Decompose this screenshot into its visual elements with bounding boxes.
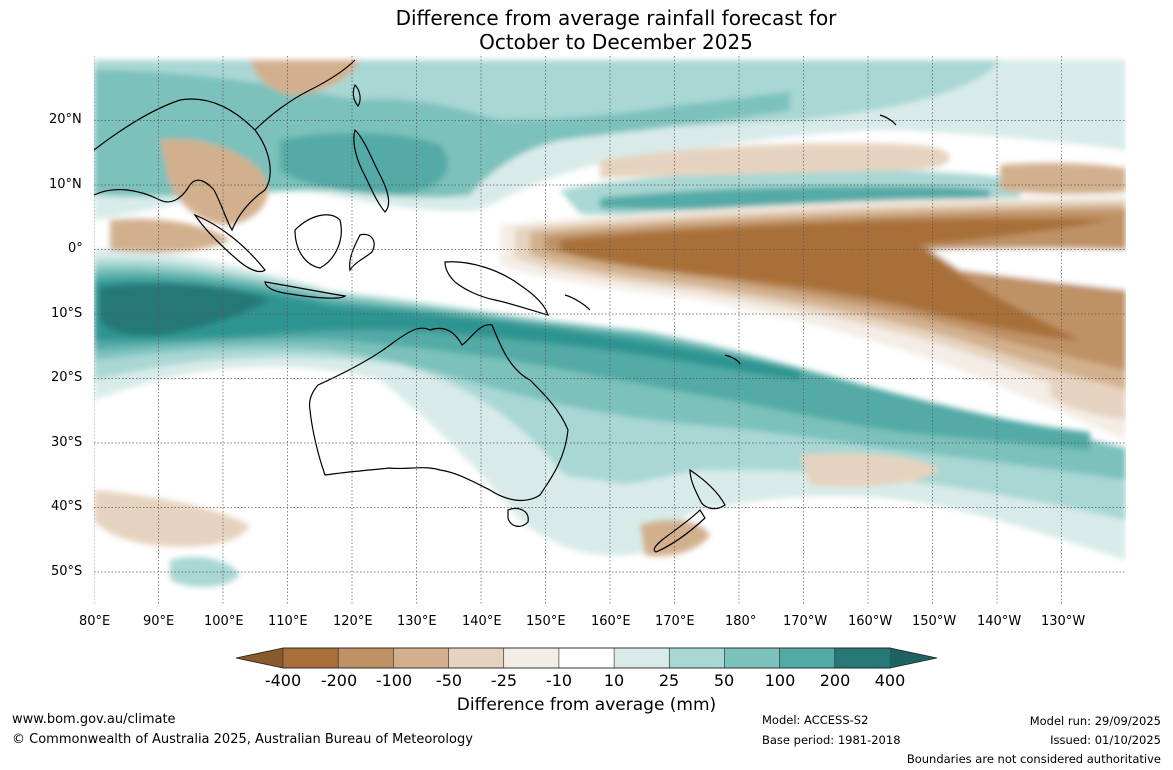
dry-asia [160, 139, 269, 225]
lon-label: 100°E [204, 614, 244, 629]
colorbar-tick: 100 [764, 671, 796, 690]
colorbar-title: Difference from average (mm) [456, 695, 717, 715]
anomaly-field [94, 56, 1126, 604]
colorbar-segment [337, 647, 395, 669]
lat-label: 10°N [49, 177, 82, 192]
boundaries-note: Boundaries are not considered authoritat… [906, 752, 1161, 766]
lon-label: 180° [725, 614, 757, 629]
website-link[interactable]: www.bom.gov.au/climate [12, 712, 176, 727]
lat-label: 40°S [51, 499, 83, 514]
lon-label: 170°W [783, 614, 828, 629]
dry-tongue-core [560, 218, 1110, 340]
lon-label: 160°W [848, 614, 893, 629]
borneo-coast [294, 214, 342, 269]
wet-north-100 [280, 133, 448, 195]
java-coast [264, 281, 347, 299]
colorbar-segment [393, 647, 450, 669]
colorbar-tick: 200 [819, 671, 851, 690]
lat-label: 20°N [49, 112, 82, 127]
colorbar-segment [668, 647, 726, 669]
taiwan-coast [352, 83, 361, 108]
colorbar-segment [282, 647, 339, 669]
lon-label: 90°E [143, 614, 175, 629]
graticule [94, 56, 1126, 604]
nz-north-coast [689, 468, 726, 510]
lon-label: 170°E [655, 614, 695, 629]
colorbar-tick: 50 [713, 671, 735, 690]
base-period-text: Base period: 1981-2018 [762, 733, 901, 747]
solomon-coast [564, 294, 591, 311]
colorbar-segment [503, 647, 560, 669]
fiji-coast [724, 354, 741, 365]
lon-label: 120°E [333, 614, 373, 629]
tasmania-coast [507, 507, 529, 527]
lat-label: 0° [68, 241, 83, 256]
colorbar-tick: -100 [375, 671, 413, 690]
lon-label: 160°E [591, 614, 631, 629]
chart-title: Difference from average rainfall forecas… [0, 6, 1173, 54]
hawaii-coast [879, 114, 897, 126]
dry-n-pacific [600, 143, 950, 178]
colorbar-segment [724, 647, 781, 669]
wet-patch-sw-inner [170, 556, 240, 587]
nz-south-coast [653, 509, 706, 553]
colorbar-segment [779, 647, 836, 669]
colorbar-segment [834, 647, 891, 669]
lon-label: 80°E [79, 614, 111, 629]
copyright-text: © Commonwealth of Australia 2025, Austra… [12, 732, 473, 747]
coastlines [94, 59, 897, 553]
dry-china [250, 60, 360, 95]
wet-north-50 [94, 70, 790, 198]
sulawesi-coast [349, 233, 375, 272]
lat-label: 20°S [51, 370, 83, 385]
colorbar-tick: 400 [874, 671, 906, 690]
colorbar-tick: -200 [320, 671, 358, 690]
dry-tongue-gap [930, 248, 1126, 290]
lon-label: 140°E [462, 614, 502, 629]
lon-label: 130°W [1041, 614, 1086, 629]
australia-coast [308, 324, 569, 502]
colorbar-segment [448, 647, 505, 669]
colorbar-tick: -10 [545, 671, 573, 690]
colorbar-min-arrow [236, 648, 283, 668]
colorbar-max-arrow [890, 648, 937, 668]
sumatra-coast [193, 213, 266, 273]
wet-patch-sw [500, 476, 685, 556]
lon-label: 110°E [268, 614, 308, 629]
lon-label: 130°E [397, 614, 437, 629]
new-guinea-coast [444, 261, 549, 316]
se-asia-coast [94, 59, 356, 232]
colorbar-tick: 25 [658, 671, 680, 690]
colorbar-outline [235, 647, 938, 669]
model-text: Model: ACCESS-S2 [762, 713, 869, 727]
lon-label: 150°W [912, 614, 957, 629]
dry-far-east [1050, 379, 1126, 420]
lat-label: 10°S [51, 306, 83, 321]
lon-label: 140°W [977, 614, 1022, 629]
colorbar-boxes [282, 647, 891, 669]
dry-hawaii-band [1000, 162, 1126, 195]
title-line-1: Difference from average rainfall forecas… [395, 6, 837, 30]
wet-core-400 [100, 283, 270, 336]
colorbar-segment [558, 647, 615, 669]
colorbar-tick: -50 [435, 671, 463, 690]
issued-text: Issued: 01/10/2025 [1050, 733, 1161, 747]
philippines-coast [353, 128, 390, 213]
lon-label: 150°E [526, 614, 566, 629]
colorbar-tick: 10 [603, 671, 625, 690]
dry-s-pacific [800, 453, 940, 487]
colorbar-tick: -25 [490, 671, 518, 690]
colorbar [235, 647, 938, 669]
colorbar-segment [613, 647, 671, 669]
lat-label: 50°S [51, 564, 83, 579]
dry-indian-eq [110, 218, 230, 253]
title-line-2: October to December 2025 [479, 30, 753, 54]
model-run-text: Model run: 29/09/2025 [1029, 714, 1161, 728]
lat-label: 30°S [51, 435, 83, 450]
colorbar-tick: -400 [264, 671, 302, 690]
dry-sw-indian [94, 490, 250, 547]
